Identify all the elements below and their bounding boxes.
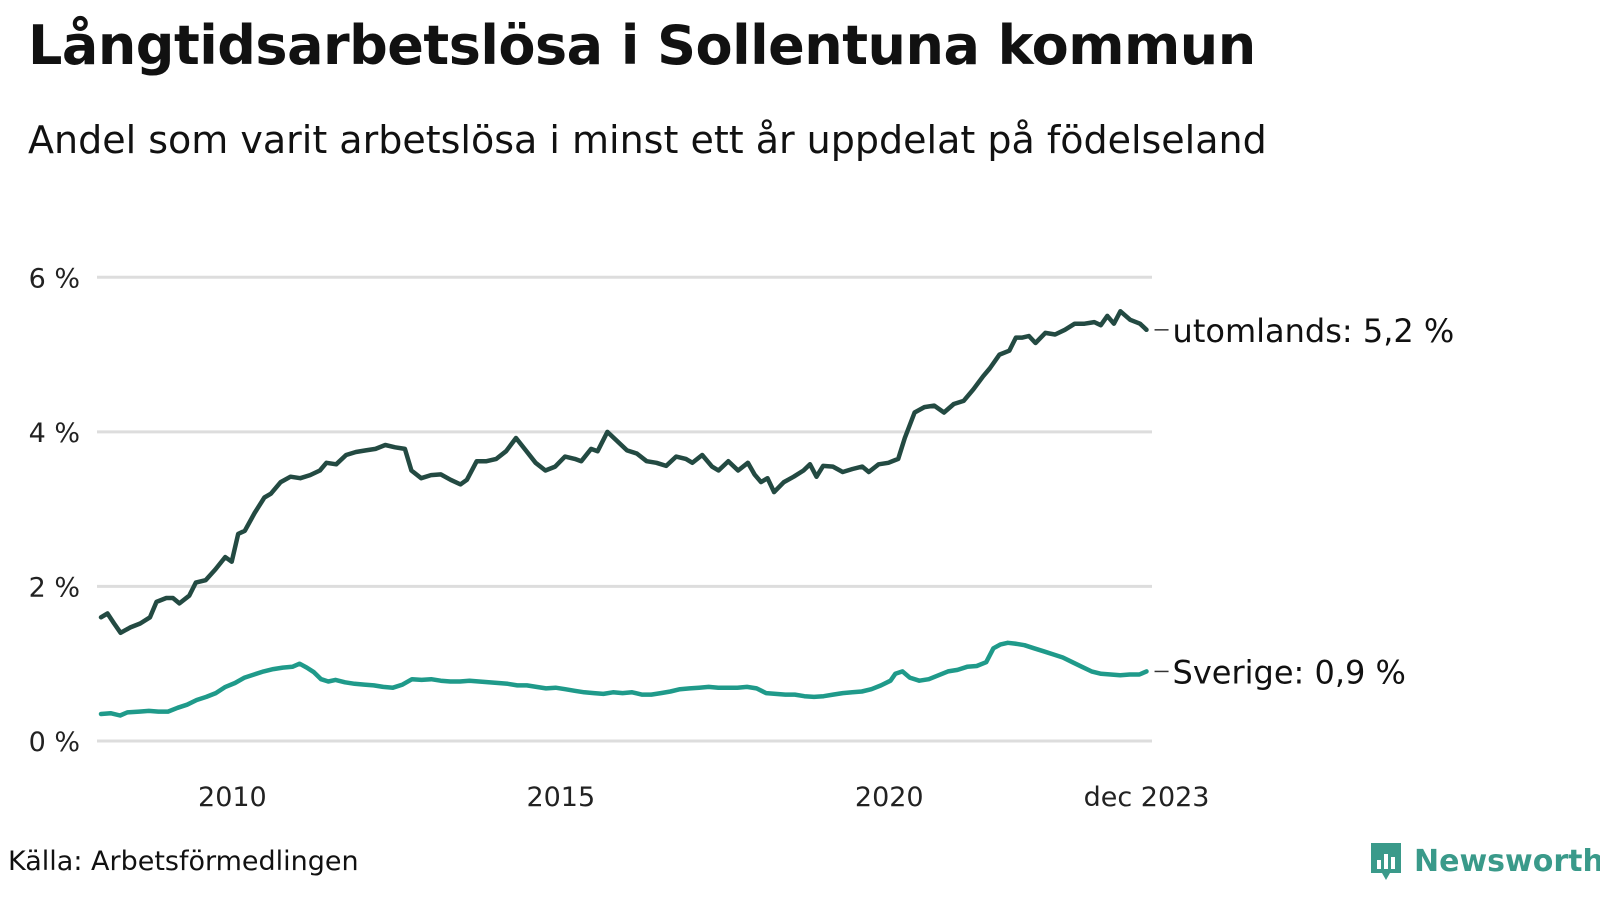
y-axis-ticks: 0 % 2 % 4 % 6 % — [29, 263, 80, 758]
chart-subtitle: Andel som varit arbetslösa i minst ett å… — [28, 118, 1267, 162]
chart-title: Långtidsarbetslösa i Sollentuna kommun — [28, 14, 1256, 77]
x-tick-label: 2010 — [198, 782, 267, 813]
y-tick-label: 6 % — [29, 263, 80, 294]
series-line-sverige — [98, 640, 1149, 718]
y-tick-label: 4 % — [29, 418, 80, 449]
y-tick-label: 2 % — [29, 572, 80, 603]
newsworthy-logo-icon — [1371, 843, 1401, 880]
x-axis-ticks: 2010 2015 2020 dec 2023 — [198, 782, 1209, 813]
series-end-labels: utomlands: 5,2 % Sverige: 0,9 % — [1154, 312, 1455, 691]
grid-lines — [97, 275, 1152, 743]
series-lines — [98, 309, 1149, 718]
end-label-sverige: Sverige: 0,9 % — [1173, 653, 1406, 691]
newsworthy-logo: Newsworthy — [1368, 840, 1600, 882]
y-tick-label: 0 % — [29, 727, 80, 758]
series-line-utomlands — [98, 309, 1149, 636]
x-tick-label: 2015 — [526, 782, 595, 813]
end-label-utomlands: utomlands: 5,2 % — [1173, 312, 1455, 350]
x-tick-label: dec 2023 — [1084, 782, 1210, 813]
source-note: Källa: Arbetsförmedlingen — [8, 846, 359, 877]
newsworthy-logo-text: Newsworthy — [1414, 843, 1600, 879]
x-tick-label: 2020 — [855, 782, 924, 813]
